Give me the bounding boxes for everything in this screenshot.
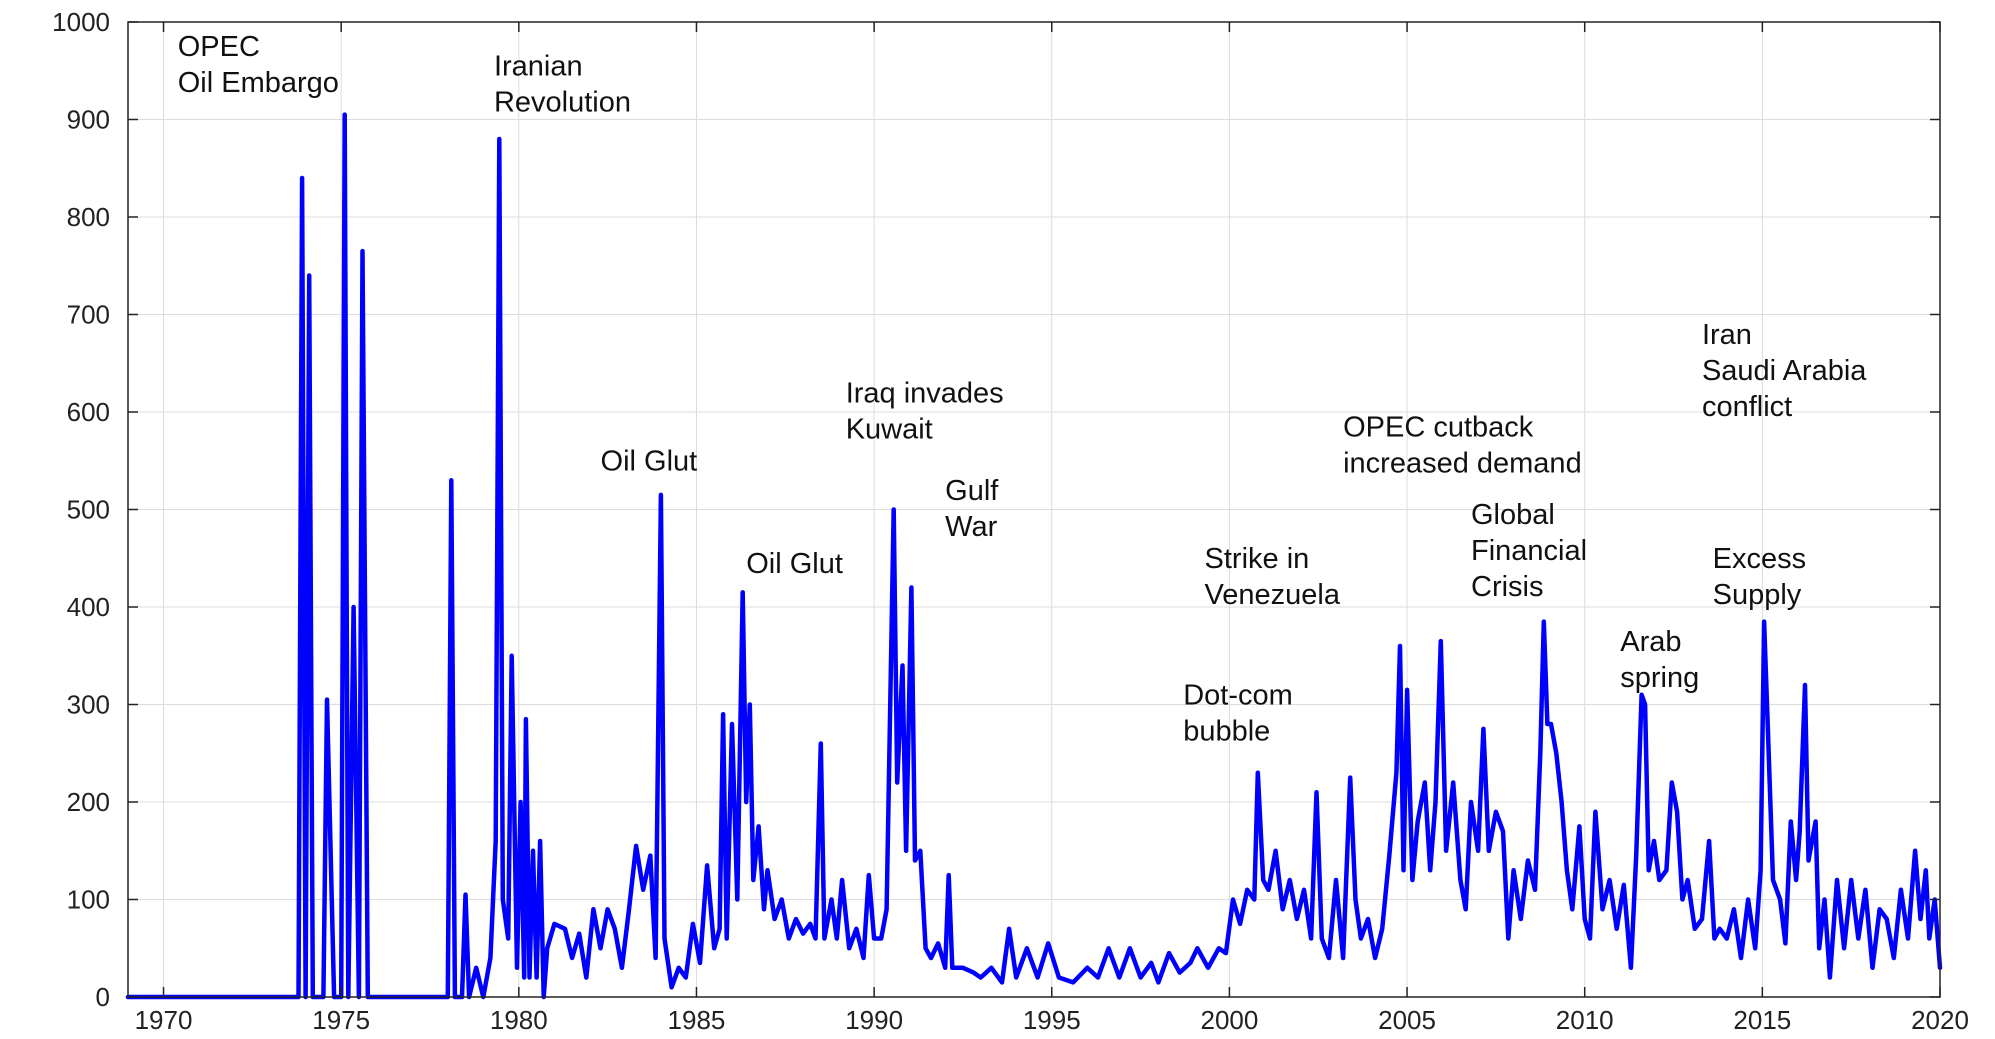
y-tick-label: 400 — [67, 592, 110, 622]
y-tick-label: 200 — [67, 787, 110, 817]
annotation-text: Saudi Arabia — [1702, 355, 1867, 387]
annotation-text: Crisis — [1471, 571, 1544, 603]
annotation-text: Oil Glut — [746, 548, 843, 580]
x-tick-label: 1975 — [312, 1005, 370, 1035]
annotation-text: spring — [1620, 662, 1699, 694]
annotation-text: Arab — [1620, 626, 1681, 658]
y-tick-label: 300 — [67, 690, 110, 720]
annotation-text: Gulf — [945, 475, 999, 507]
annotation-text: Excess — [1713, 543, 1806, 575]
annotation-text: increased demand — [1343, 447, 1582, 479]
y-tick-label: 800 — [67, 202, 110, 232]
annotation: OPEC cutback increased demand — [1343, 411, 1582, 479]
annotation-text: Financial — [1471, 535, 1587, 567]
annotation: Oil Glut — [601, 446, 698, 478]
y-tick-label: 1000 — [52, 7, 110, 37]
x-tick-label: 1980 — [490, 1005, 548, 1035]
x-tick-label: 1990 — [845, 1005, 903, 1035]
annotation: OPEC Oil Embargo — [178, 31, 339, 99]
annotation-text: Iranian — [494, 51, 583, 83]
annotations: OPEC Oil Embargo Iranian Revolution Oil Glut… — [178, 31, 1868, 747]
annotation-text: Oil Glut — [601, 446, 698, 478]
annotation-text: Dot-com — [1183, 680, 1293, 712]
x-tick-label: 2005 — [1378, 1005, 1436, 1035]
annotation: Excess Supply — [1713, 543, 1806, 611]
annotation: Oil Glut — [746, 548, 843, 580]
x-tick-label: 1995 — [1023, 1005, 1081, 1035]
annotation-text: conflict — [1702, 391, 1792, 423]
y-tick-label: 100 — [67, 885, 110, 915]
x-tick-label: 2015 — [1733, 1005, 1791, 1035]
y-tick-label: 900 — [67, 105, 110, 135]
annotation: Iraq invades Kuwait — [846, 377, 1004, 445]
annotation-text: bubble — [1183, 716, 1270, 748]
y-tick-label: 500 — [67, 495, 110, 525]
annotation-text: Iran — [1702, 319, 1752, 351]
annotation: Gulf War — [945, 475, 999, 543]
annotation-text: Revolution — [494, 87, 631, 119]
annotation-text: OPEC cutback — [1343, 411, 1534, 443]
x-tick-label: 2020 — [1911, 1005, 1969, 1035]
annotation-text: Venezuela — [1205, 579, 1341, 611]
annotation-text: Iraq invades — [846, 377, 1004, 409]
tick-labels: 1970 1975 1980 1985 1990 1995 2000 2005 2010 2015… — [52, 7, 1969, 1035]
y-tick-label: 700 — [67, 300, 110, 330]
annotation-text: Strike in — [1205, 543, 1310, 575]
annotation: Iranian Revolution — [494, 51, 631, 119]
annotation-text: Oil Embargo — [178, 67, 339, 99]
annotation-text: Supply — [1713, 579, 1802, 611]
x-tick-label: 1970 — [135, 1005, 193, 1035]
annotation-text: OPEC — [178, 31, 260, 63]
y-tick-label: 0 — [96, 982, 110, 1012]
annotation: Iran Saudi Arabia conflict — [1702, 319, 1867, 423]
annotation-text: Global — [1471, 499, 1555, 531]
annotation-text: Kuwait — [846, 413, 933, 445]
y-tick-label: 600 — [67, 397, 110, 427]
series-line-0 — [125, 112, 1943, 1000]
series-layer — [125, 112, 1943, 1000]
x-tick-label: 2000 — [1200, 1005, 1258, 1035]
annotation: Global Financial Crisis — [1471, 499, 1587, 603]
annotation: Strike in Venezuela — [1205, 543, 1341, 611]
x-tick-label: 2010 — [1556, 1005, 1614, 1035]
annotation: Dot-com bubble — [1183, 680, 1293, 748]
x-tick-label: 1985 — [668, 1005, 726, 1035]
annotation: Arab spring — [1620, 626, 1699, 694]
annotation-text: War — [945, 511, 997, 543]
